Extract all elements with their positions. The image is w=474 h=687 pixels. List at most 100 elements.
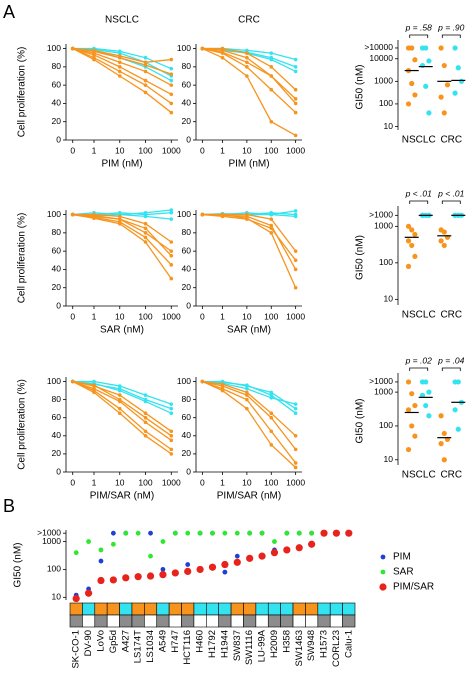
x-tick-label: 1000 [286,477,305,487]
point [92,48,96,53]
y-tick-label: 0 [186,134,191,144]
point [169,452,174,456]
bracket [441,34,461,38]
point [185,562,191,567]
point [70,212,75,217]
y-tick-label: 100 [177,43,191,53]
y-axis-label: Cell proliferation (%) [17,379,28,470]
point [169,434,174,438]
point [169,101,174,106]
point [455,65,461,71]
group-label: NSCLC [402,310,436,321]
x-tick-label: 1000 [162,145,181,155]
point [171,569,179,577]
point [220,382,225,387]
y-axis-label: Cell proliferation (%) [17,213,28,304]
point [293,57,298,62]
y-tick-label: 100 [47,376,61,386]
x-tick-label: 10 [115,145,125,155]
point [438,413,444,419]
point [143,210,148,215]
point [320,529,328,537]
chart-title: NSCLC [105,15,139,26]
point [234,553,240,559]
point [143,214,148,219]
point [146,572,155,580]
point [405,446,412,453]
strip-cell [267,602,281,616]
x-tick-label: SW1463 [294,630,305,666]
point [135,530,141,536]
point [269,212,274,217]
point [169,240,174,244]
point [160,539,166,544]
point [245,397,249,402]
point [169,253,174,258]
strip-cell [156,614,170,628]
x-tick-label: 1 [92,311,97,321]
point [245,393,249,397]
point [196,565,204,574]
point [269,443,274,447]
strip-cell [230,602,244,616]
point [169,217,174,221]
point [309,530,315,536]
point [117,217,122,221]
y-tick-label: 20 [52,282,62,292]
strip-cell [305,614,319,628]
legend-label: PIM/SAR [393,582,434,593]
x-tick-label: LS174T [133,630,144,663]
strip-cell [131,614,145,628]
strip-cell [82,602,96,616]
point [293,69,298,74]
point [293,249,298,253]
point [143,411,148,415]
point [92,383,96,387]
strip-cell [206,614,219,628]
point [143,397,148,402]
point [222,530,228,536]
point [169,78,174,83]
strip-cell [168,602,182,616]
y-tick-label: 60 [182,412,192,422]
point [169,110,174,115]
y-tick-label: 60 [52,245,62,255]
x-tick-label: 10 [242,477,252,487]
point [270,549,279,557]
strip-cell [342,602,356,616]
x-tick-label: H747 [170,630,181,653]
point [148,530,153,536]
point [438,94,444,100]
strip-cell [131,602,145,616]
x-tick-label: A427 [120,630,131,652]
strip-cell [218,614,232,628]
point [293,214,298,219]
strip-cell [156,602,170,616]
point [200,212,205,217]
point [169,429,174,434]
point [143,240,148,244]
group-label: NSCLC [402,135,436,146]
point [200,46,205,51]
p-value: p = .04 [437,355,465,365]
point [117,54,122,58]
point [143,235,148,240]
strip-cell [243,602,257,616]
strip-cell [181,602,195,616]
line [72,213,172,243]
x-tick-label: LS1034 [145,630,156,663]
y-tick-label: 10 [384,294,394,304]
bracket [441,200,461,204]
point [269,411,274,415]
point [143,226,148,231]
y-tick-label: 80 [52,227,62,237]
point [293,402,298,406]
strip-cell [206,602,219,616]
x-tick-label: 10 [242,311,252,321]
y-tick-label: 10 [52,592,62,602]
line [72,380,172,410]
strip-cell [181,614,195,628]
point [169,83,174,87]
point [412,57,418,63]
point [143,231,148,235]
